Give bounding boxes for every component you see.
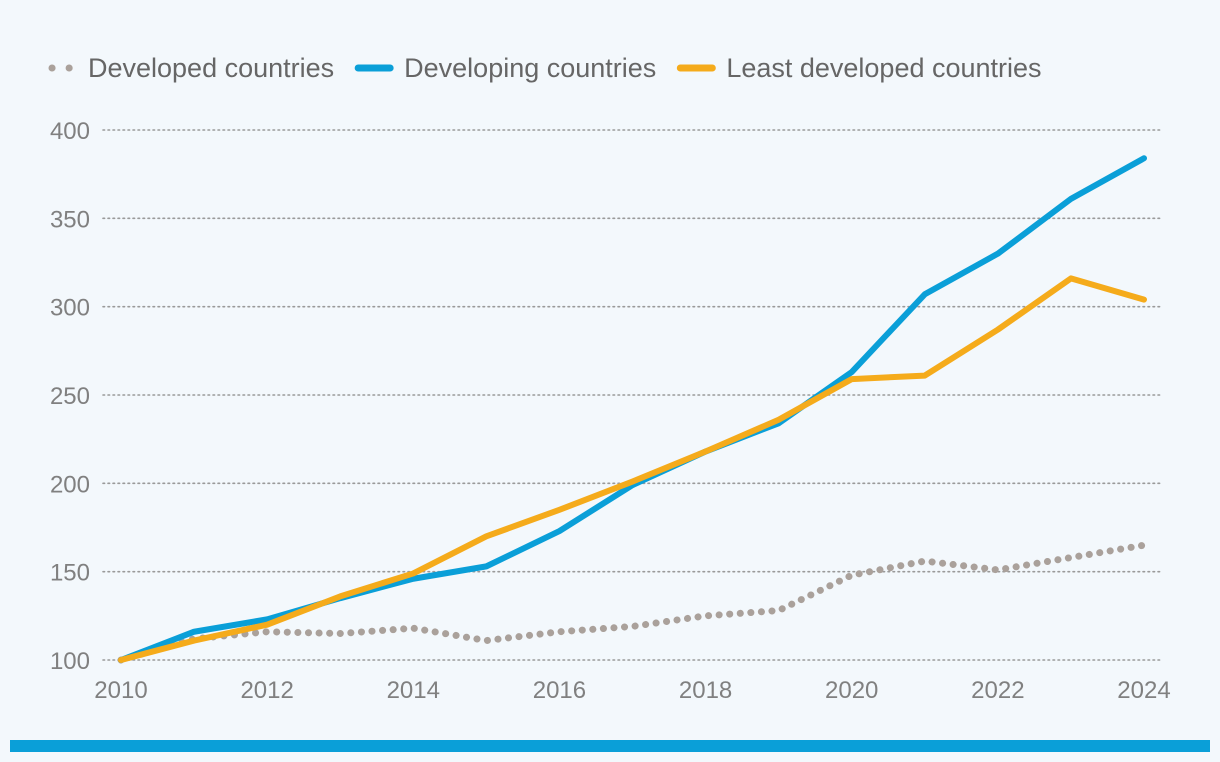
series-line-least-developed-countries bbox=[118, 275, 1147, 663]
legend-label: Developed countries bbox=[88, 53, 334, 83]
x-tick-label: 2022 bbox=[971, 677, 1024, 704]
legend: Developed countries Developing countries L… bbox=[48, 53, 1042, 83]
legend-item-least-developed-countries: Least developed countries bbox=[676, 53, 1042, 83]
y-axis-ticks: 100 150 200 250 300 350 400 bbox=[50, 118, 90, 675]
x-tick-label: 2012 bbox=[240, 677, 293, 704]
gridlines bbox=[102, 129, 1163, 661]
x-tick-label: 2016 bbox=[533, 677, 586, 704]
legend-item-developing-countries: Developing countries bbox=[354, 53, 656, 83]
x-tick-label: 2014 bbox=[387, 677, 440, 704]
y-tick-label: 350 bbox=[50, 206, 90, 233]
y-tick-label: 200 bbox=[50, 471, 90, 498]
x-tick-label: 2010 bbox=[94, 677, 147, 704]
series-line-developing-countries bbox=[118, 155, 1147, 663]
legend-label: Developing countries bbox=[404, 53, 656, 83]
x-tick-label: 2024 bbox=[1117, 677, 1170, 704]
y-tick-label: 300 bbox=[50, 295, 90, 322]
series-lines bbox=[117, 155, 1148, 664]
legend-label: Least developed countries bbox=[726, 53, 1041, 83]
legend-item-developed-countries: Developed countries bbox=[48, 53, 334, 83]
y-tick-label: 400 bbox=[50, 118, 90, 145]
y-tick-label: 150 bbox=[50, 560, 90, 587]
x-tick-label: 2018 bbox=[679, 677, 732, 704]
x-tick-label: 2020 bbox=[825, 677, 878, 704]
y-tick-label: 250 bbox=[50, 383, 90, 410]
series-line-developed-countries bbox=[117, 541, 1148, 664]
y-tick-label: 100 bbox=[50, 648, 90, 675]
x-axis-ticks: 2010 2012 2014 2016 2018 2020 2022 2024 bbox=[94, 677, 1170, 704]
bottom-accent-bar bbox=[10, 740, 1210, 752]
